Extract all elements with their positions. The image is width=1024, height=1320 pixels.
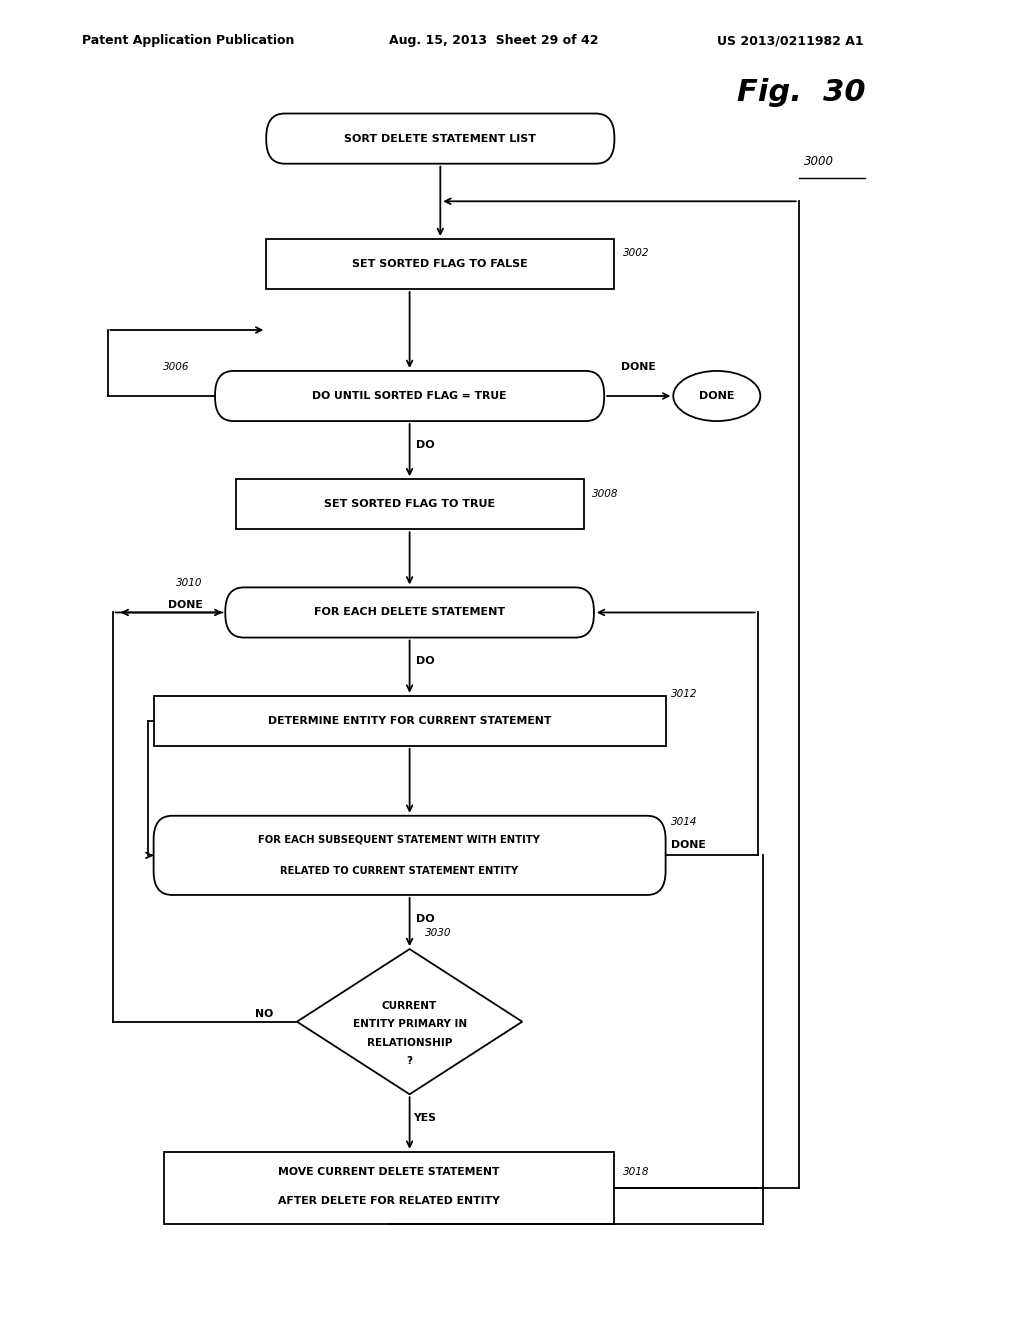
Text: ENTITY PRIMARY IN: ENTITY PRIMARY IN (352, 1019, 467, 1030)
Text: SET SORTED FLAG TO FALSE: SET SORTED FLAG TO FALSE (352, 259, 528, 269)
Text: DO: DO (416, 440, 434, 450)
Text: ?: ? (407, 1056, 413, 1067)
Text: RELATIONSHIP: RELATIONSHIP (367, 1038, 453, 1048)
Text: FOR EACH DELETE STATEMENT: FOR EACH DELETE STATEMENT (314, 607, 505, 618)
Bar (164, 1151, 614, 1225)
Bar (154, 696, 666, 746)
Text: CURRENT: CURRENT (382, 1001, 437, 1011)
FancyBboxPatch shape (154, 816, 666, 895)
Text: MOVE CURRENT DELETE STATEMENT: MOVE CURRENT DELETE STATEMENT (279, 1167, 500, 1177)
Text: DETERMINE ENTITY FOR CURRENT STATEMENT: DETERMINE ENTITY FOR CURRENT STATEMENT (268, 715, 551, 726)
Bar (236, 479, 584, 529)
FancyBboxPatch shape (225, 587, 594, 638)
Ellipse shape (674, 371, 760, 421)
Text: US 2013/0211982 A1: US 2013/0211982 A1 (717, 34, 863, 48)
Text: NO: NO (255, 1008, 273, 1019)
Text: 3010: 3010 (176, 578, 203, 589)
Text: DO UNTIL SORTED FLAG = TRUE: DO UNTIL SORTED FLAG = TRUE (312, 391, 507, 401)
Polygon shape (297, 949, 522, 1094)
Text: DONE: DONE (699, 391, 734, 401)
Text: 3002: 3002 (623, 248, 649, 259)
Text: SET SORTED FLAG TO TRUE: SET SORTED FLAG TO TRUE (324, 499, 496, 510)
Text: 3030: 3030 (425, 928, 452, 939)
Text: 3008: 3008 (592, 488, 618, 499)
Text: DONE: DONE (671, 840, 706, 850)
Text: AFTER DELETE FOR RELATED ENTITY: AFTER DELETE FOR RELATED ENTITY (279, 1196, 500, 1206)
Text: Aug. 15, 2013  Sheet 29 of 42: Aug. 15, 2013 Sheet 29 of 42 (389, 34, 599, 48)
Bar (266, 239, 614, 289)
Text: Fig.  30: Fig. 30 (737, 78, 866, 107)
Text: 3018: 3018 (623, 1167, 649, 1177)
Text: 3006: 3006 (163, 362, 189, 372)
Text: DONE: DONE (168, 599, 203, 610)
Text: 3012: 3012 (671, 689, 697, 700)
Text: DONE: DONE (622, 362, 656, 372)
Text: Patent Application Publication: Patent Application Publication (82, 34, 294, 48)
Text: FOR EACH SUBSEQUENT STATEMENT WITH ENTITY: FOR EACH SUBSEQUENT STATEMENT WITH ENTIT… (258, 834, 541, 845)
Text: DO: DO (416, 656, 434, 667)
FancyBboxPatch shape (215, 371, 604, 421)
Text: YES: YES (414, 1113, 436, 1123)
Text: DO: DO (416, 913, 434, 924)
Text: 3014: 3014 (671, 817, 697, 828)
FancyBboxPatch shape (266, 114, 614, 164)
Text: RELATED TO CURRENT STATEMENT ENTITY: RELATED TO CURRENT STATEMENT ENTITY (281, 866, 518, 876)
Text: SORT DELETE STATEMENT LIST: SORT DELETE STATEMENT LIST (344, 133, 537, 144)
Text: 3000: 3000 (804, 156, 834, 168)
